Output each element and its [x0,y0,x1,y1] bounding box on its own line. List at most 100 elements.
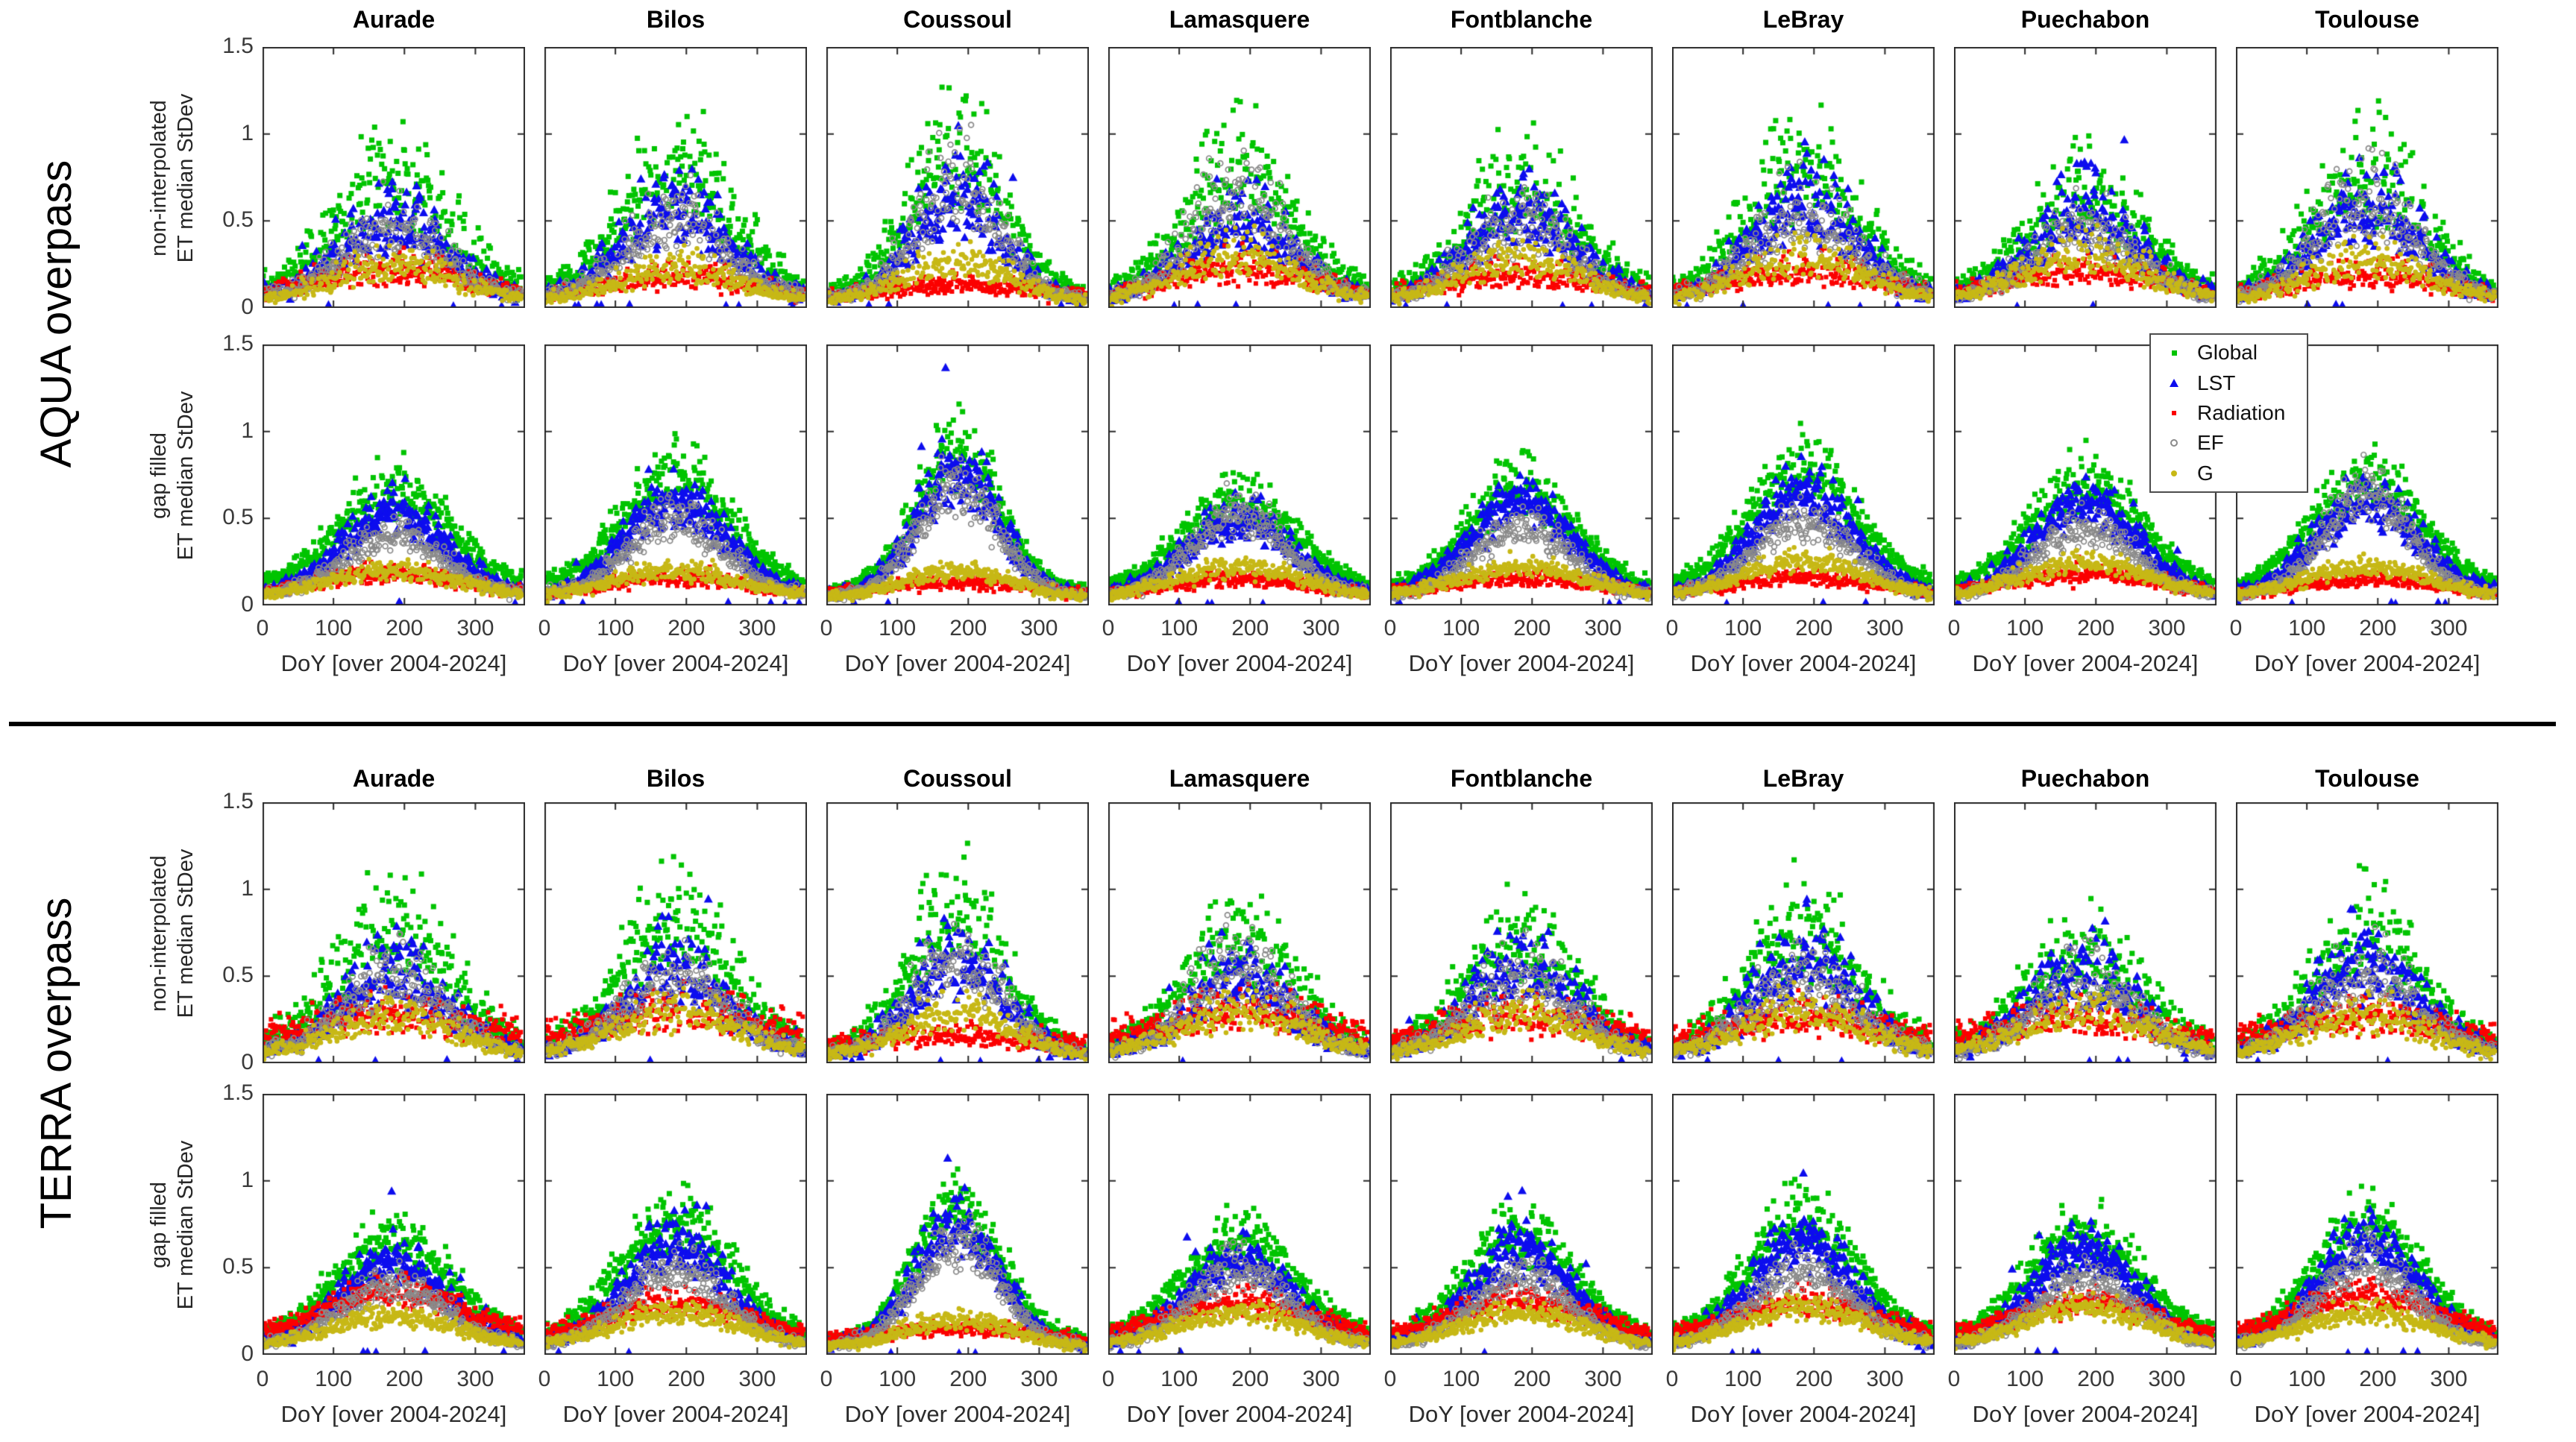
panel-terra-gapfilled-toulouse [2236,1094,2498,1355]
x-axis-label: DoY [over 2004-2024] [1126,1401,1353,1427]
panel-terra-gapfilled-lebray [1672,1094,1935,1355]
scatter-canvas [544,802,807,1063]
x-tick-label: 200 [1231,616,1269,640]
ef-open-circle-icon [2170,439,2178,447]
y-tick-label: 1 [241,875,254,901]
x-tick-label: 300 [1302,616,1340,640]
x-axis-label: DoY [over 2004-2024] [562,1401,789,1427]
x-tick-label: 0 [820,1367,833,1391]
legend-label: G [2197,461,2214,485]
y-tick-label: 0.5 [222,505,254,530]
panel-terra-noninterp-coussoul [826,802,1089,1063]
x-tick-label: 300 [2430,616,2468,640]
scatter-canvas [1390,344,1653,605]
scatter-canvas [826,1094,1089,1355]
scatter-canvas [544,47,807,308]
col-title-puechabon: Puechabon [2020,6,2150,33]
col-title-lamasquere: Lamasquere [1169,765,1310,792]
x-tick-label: 200 [2359,616,2397,640]
x-tick-label: 0 [1665,616,1679,640]
legend-entry-lst: LST [2151,369,2307,397]
y-tick-label: 0.5 [222,963,254,988]
panel-aqua-gapfilled-lebray [1672,344,1935,605]
panel-terra-noninterp-lebray [1672,802,1935,1063]
x-axis-label: DoY [over 2004-2024] [844,650,1071,676]
legend-entry-g: G [2151,459,2307,488]
y-tick-label: 0.5 [222,207,254,233]
x-axis-label: DoY [over 2004-2024] [2254,1401,2481,1427]
scatter-canvas [1108,802,1371,1063]
x-tick-label: 100 [2006,1367,2044,1391]
scatter-canvas [1108,47,1371,308]
legend-label: LST [2197,371,2236,394]
scatter-canvas [263,802,525,1063]
x-tick-label: 100 [1442,616,1480,640]
x-tick-label: 100 [597,616,635,640]
x-axis-label: DoY [over 2004-2024] [280,1401,507,1427]
panel-aqua-noninterp-aurade [263,47,525,308]
x-axis-label: DoY [over 2004-2024] [1408,650,1635,676]
scatter-canvas [1390,47,1653,308]
legend-entry-ef: EF [2151,429,2307,457]
x-axis-label: DoY [over 2004-2024] [1408,1401,1635,1427]
y-tick-label: 1 [241,120,254,145]
scatter-canvas [826,47,1089,308]
y-tick-label: 0 [241,295,254,319]
panel-aqua-gapfilled-fontblanche [1390,344,1653,605]
scatter-canvas [2236,1094,2498,1355]
panel-terra-noninterp-aurade [263,802,525,1063]
col-title-fontblanche: Fontblanche [1450,765,1593,792]
x-axis-label: DoY [over 2004-2024] [2254,650,2481,676]
x-tick-label: 100 [597,1367,635,1391]
y-tick-label: 0 [241,1341,254,1366]
y-tick-label: 1.5 [222,1080,254,1105]
legend-label: Global [2197,341,2258,365]
x-axis-label: DoY [over 2004-2024] [1126,650,1353,676]
x-tick-label: 300 [456,616,494,640]
panel-terra-gapfilled-lamasquere [1108,1094,1371,1355]
x-tick-label: 200 [667,616,706,640]
col-title-lamasquere: Lamasquere [1169,6,1310,33]
scatter-canvas [263,47,525,308]
y-tick-label: 0.5 [222,1254,254,1279]
scatter-canvas [1672,1094,1935,1355]
panel-aqua-noninterp-coussoul [826,47,1089,308]
x-axis-label: DoY [over 2004-2024] [1690,650,1917,676]
y-tick-label: 1.5 [222,34,254,58]
x-tick-label: 200 [1513,1367,1551,1391]
panel-terra-noninterp-lamasquere [1108,802,1371,1063]
x-tick-label: 100 [1160,1367,1199,1391]
y-tick-label: 1.5 [222,331,254,356]
scatter-canvas [826,802,1089,1063]
scatter-canvas [1954,1094,2217,1355]
x-tick-label: 0 [1383,616,1397,640]
col-title-lebray: LeBray [1762,765,1844,792]
radiation-square-icon [2172,410,2176,415]
col-title-aurade: Aurade [352,765,436,792]
x-tick-label: 0 [2229,1367,2243,1391]
g-circle-icon [2171,470,2177,476]
x-tick-label: 300 [1584,1367,1622,1391]
x-tick-label: 0 [2229,616,2243,640]
scatter-canvas [544,344,807,605]
y-tick-label: 0 [241,1050,254,1074]
x-tick-label: 300 [2148,616,2186,640]
scatter-canvas [1672,47,1935,308]
scatter-canvas [544,1094,807,1355]
panel-terra-noninterp-fontblanche [1390,802,1653,1063]
panel-aqua-noninterp-fontblanche [1390,47,1653,308]
section-label-aqua: AQUA overpass [32,160,81,468]
panel-terra-noninterp-bilos [544,802,807,1063]
x-tick-label: 100 [1724,616,1762,640]
legend-box: Global LST Radiation EF G [2149,333,2308,493]
x-tick-label: 200 [1231,1367,1269,1391]
panel-terra-gapfilled-bilos [544,1094,807,1355]
scatter-canvas [1954,47,2217,308]
x-tick-label: 200 [386,1367,424,1391]
panel-aqua-gapfilled-lamasquere [1108,344,1371,605]
scatter-canvas [1672,344,1935,605]
panel-terra-gapfilled-coussoul [826,1094,1089,1355]
legend-label: EF [2197,431,2224,455]
section-divider [9,722,2556,726]
